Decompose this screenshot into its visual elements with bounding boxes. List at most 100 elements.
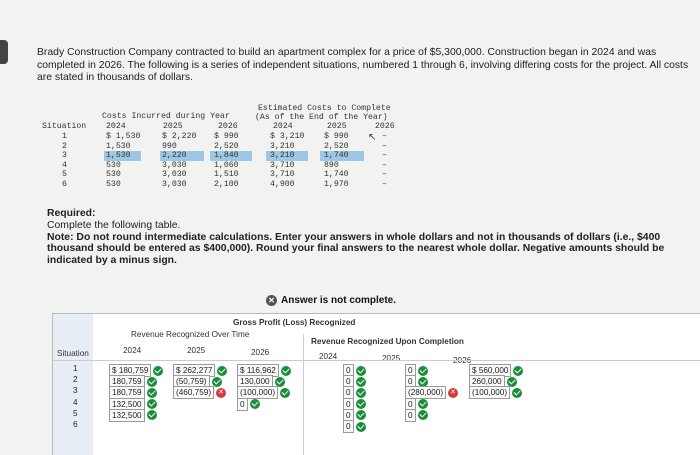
highlight-cell (266, 151, 308, 161)
check-circle-icon (355, 376, 366, 387)
check-circle-icon (417, 399, 428, 410)
answer-year: 2025 (187, 346, 206, 355)
check-circle-icon (146, 410, 157, 421)
answer-table-title: Gross Profit (Loss) Recognized (233, 318, 356, 327)
situation-number: 4 (73, 397, 78, 407)
check-circle-icon (355, 399, 366, 410)
answer-status: ✕ Answer is not complete. (266, 295, 396, 306)
required-note: Note: Do not round intermediate calculat… (47, 231, 665, 267)
check-circle-icon (249, 399, 260, 410)
cost-cell: – (382, 160, 387, 170)
completion-input[interactable]: 0 (343, 420, 354, 433)
highlight-cell (210, 151, 252, 161)
check-circle-icon (146, 399, 157, 410)
answer-year: 2024 (123, 346, 142, 355)
answer-status-text: Answer is not complete. (281, 295, 397, 306)
cost-cell: 2,220 (162, 151, 187, 161)
cost-cell: 3,710 (270, 170, 295, 180)
cost-cell: $ 2,220 (162, 132, 197, 141)
cost-cell: 1,530 (106, 151, 131, 161)
answer-year: 2026 (251, 348, 270, 357)
cost-year: 2025 (163, 122, 183, 131)
required-line: Complete the following table. (47, 219, 181, 231)
cost-cell: $ 990 (214, 132, 239, 141)
situation-column (53, 314, 93, 455)
x-circle-icon: ✕ (266, 295, 277, 306)
cost-cell: – (382, 170, 387, 180)
highlight-cell (320, 151, 364, 161)
check-circle-icon (513, 365, 524, 376)
completion-cell: 0 (343, 420, 366, 433)
situation-number: 5 (73, 408, 78, 418)
cost-situation-number: 6 (62, 180, 67, 189)
problem-statement: Brady Construction Company contracted to… (37, 47, 689, 84)
situation-number: 2 (73, 375, 78, 385)
check-circle-icon (355, 387, 366, 398)
check-circle-icon (217, 365, 228, 376)
cost-situation-number: 5 (62, 170, 67, 180)
over-time-input[interactable]: 132,500 (109, 408, 145, 422)
cost-cell: 3,710 (270, 160, 295, 170)
over-time-cell: $ 180,759 (109, 364, 164, 377)
cost-cell: 2,520 (214, 141, 239, 151)
cost-situation-number: 4 (62, 160, 67, 170)
cost-year: 2026 (375, 122, 395, 131)
cost-cell: 2,100 (214, 180, 239, 189)
cost-cell: 1,510 (214, 170, 239, 180)
cost-group2-subheader: (As of the End of the Year) (255, 113, 388, 122)
check-circle-icon (280, 387, 291, 398)
over-time-cell: (460,759) ✕ (173, 386, 227, 400)
check-circle-icon (280, 365, 291, 376)
cost-year: 2024 (106, 122, 126, 131)
highlight-cell (104, 151, 141, 161)
cost-cell: 3,210 (270, 151, 295, 161)
check-circle-icon (355, 410, 366, 421)
answer-table: Gross Profit (Loss) Recognized Revenue R… (52, 313, 700, 455)
cost-group1-header: Costs Incurred during Year (102, 112, 230, 121)
situation-number: 6 (73, 420, 78, 429)
cost-year: 2026 (218, 122, 238, 131)
check-circle-icon (417, 410, 428, 421)
cost-cell: 530 (106, 160, 121, 170)
divider (53, 360, 700, 361)
over-time-cell: 0 (237, 397, 260, 411)
side-tab-marker (0, 40, 8, 64)
over-time-input[interactable]: $ 116,962 (237, 364, 279, 377)
cost-year: 2024 (273, 122, 293, 131)
check-circle-icon (146, 387, 157, 398)
cost-cell: 1,740 (324, 170, 349, 180)
over-time-input[interactable]: (460,759) (173, 386, 215, 400)
situation-number: 3 (73, 386, 78, 396)
answer-col-situation: Situation (57, 349, 89, 358)
cost-cell: $ 990 (324, 132, 349, 141)
situation-number: 1 (73, 364, 78, 373)
cost-cell: 3,210 (270, 141, 295, 151)
cost-cell: 3,030 (162, 170, 187, 180)
cost-cell: – (382, 132, 387, 141)
cost-situation-number: 3 (62, 151, 67, 161)
over-time-input[interactable]: 0 (237, 397, 248, 411)
over-time-header: Revenue Recognized Over Time (131, 330, 250, 339)
completion-input[interactable]: 0 (405, 408, 416, 422)
check-circle-icon (274, 376, 285, 387)
check-circle-icon (417, 376, 428, 387)
answer-year: 2025 (382, 354, 401, 363)
completion-cell: 0 (405, 408, 428, 422)
cost-cell: 1,060 (214, 160, 239, 170)
cost-cell: 1,740 (324, 151, 349, 161)
check-circle-icon (512, 387, 523, 398)
check-circle-icon (355, 421, 366, 432)
cost-cell: 990 (162, 141, 177, 151)
cost-cell: – (382, 151, 387, 161)
check-circle-icon (506, 376, 517, 387)
divider (303, 334, 304, 455)
cost-cell: 3,030 (162, 180, 187, 189)
cost-cell: $ 3,210 (270, 132, 305, 141)
completion-input[interactable]: (100,000) (469, 386, 511, 400)
highlight-cell (160, 151, 204, 161)
cost-cell: 530 (106, 180, 121, 189)
cost-situation-number: 2 (62, 141, 67, 151)
over-time-cell: 132,500 (109, 408, 157, 422)
cost-cell: 1,970 (324, 180, 349, 189)
